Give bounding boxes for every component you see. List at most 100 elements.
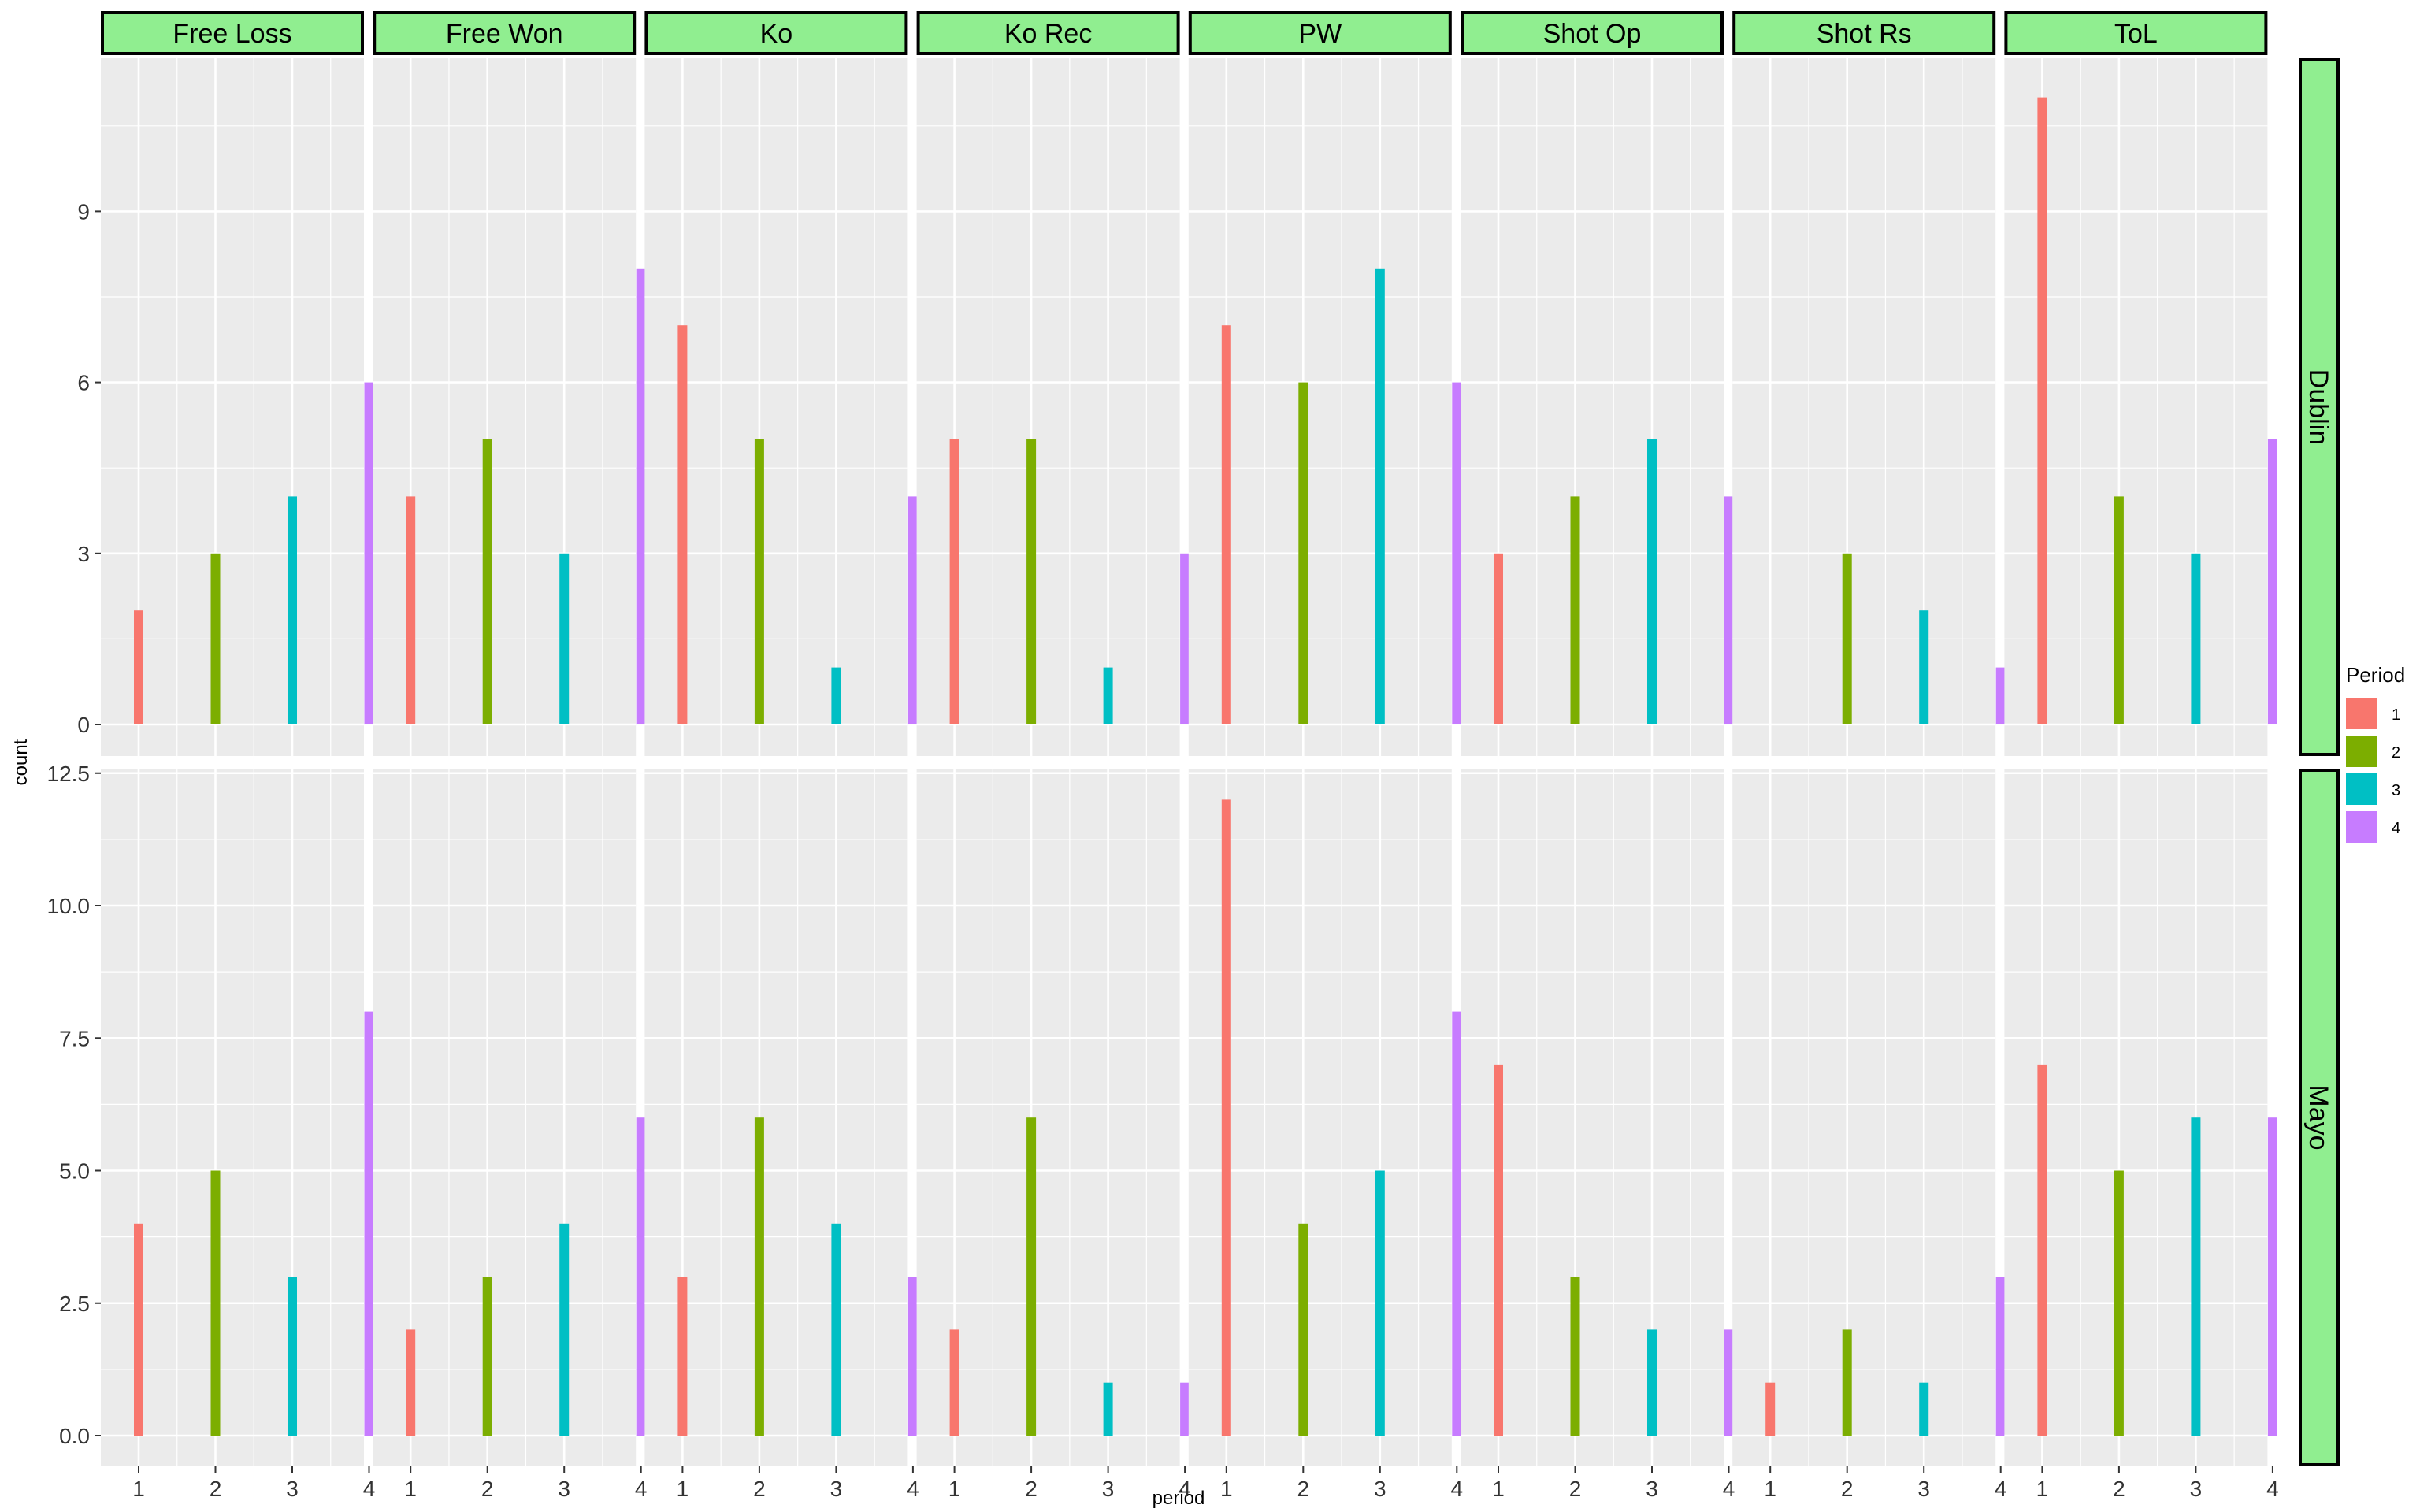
facet-strip-dublin xyxy=(2299,58,2340,756)
bar-dublin-tol-period-3 xyxy=(2191,553,2201,724)
bar-dublin-shot-op-period-2 xyxy=(1570,496,1580,724)
legend-label-3: 3 xyxy=(2392,782,2400,799)
panel-dublin-free-won xyxy=(373,58,637,756)
bar-dublin-tol-period-1 xyxy=(2037,97,2047,725)
panel-mayo-shot-rs xyxy=(1732,769,1996,1466)
bar-dublin-free-loss-period-4 xyxy=(364,382,374,724)
bar-dublin-free-won-period-4 xyxy=(636,268,646,724)
x-tick-label: 4 xyxy=(1995,1477,2007,1501)
x-tick-label: 1 xyxy=(677,1477,689,1501)
y-tick-label-mayo: 10.0 xyxy=(47,894,91,918)
bar-dublin-shot-op-period-1 xyxy=(1494,553,1503,724)
bar-dublin-free-loss-period-3 xyxy=(288,496,297,724)
bar-dublin-ko-rec-period-4 xyxy=(1180,553,1190,724)
panel-dublin-pw xyxy=(1188,58,1452,756)
y-tick-label-mayo: 0.0 xyxy=(59,1424,90,1448)
y-tick-label-dublin: 3 xyxy=(77,542,90,566)
bar-dublin-free-won-period-3 xyxy=(559,553,570,724)
y-tick-label-dublin: 9 xyxy=(77,199,90,224)
legend-key-2 xyxy=(2346,736,2377,767)
bar-mayo-free-loss-period-1 xyxy=(134,1223,143,1436)
y-tick-label-dublin: 6 xyxy=(77,371,90,395)
facet-strip-pw xyxy=(1188,11,1452,55)
bar-dublin-shot-rs-period-3 xyxy=(1919,610,1929,724)
facet-label-dublin: Dublin xyxy=(2303,369,2333,445)
x-tick-label: 2 xyxy=(2113,1477,2125,1501)
bar-dublin-pw-period-3 xyxy=(1375,268,1385,724)
legend-key-3 xyxy=(2346,773,2377,805)
bar-dublin-shot-op-period-4 xyxy=(1724,496,1734,724)
x-tick-label: 2 xyxy=(753,1477,766,1501)
x-axis-title: period xyxy=(1152,1488,1205,1509)
x-tick-label: 2 xyxy=(1841,1477,1854,1501)
legend-label-2: 2 xyxy=(2392,744,2400,762)
panel-dublin-tol xyxy=(2004,58,2268,756)
facet-strip-ko-rec xyxy=(916,11,1180,55)
panel-mayo-shot-op xyxy=(1461,769,1724,1466)
y-tick-label-mayo: 12.5 xyxy=(47,762,91,786)
bar-mayo-ko-period-3 xyxy=(831,1223,841,1436)
bar-mayo-ko-rec-period-3 xyxy=(1103,1382,1113,1436)
bar-dublin-shot-rs-period-2 xyxy=(1842,553,1852,724)
x-tick-label: 3 xyxy=(1102,1477,1115,1501)
facet-strip-tol xyxy=(2004,11,2268,55)
legend-label-4: 4 xyxy=(2392,820,2400,837)
bar-mayo-pw-period-4 xyxy=(1452,1011,1462,1436)
panel-dublin-shot-rs xyxy=(1732,58,1996,756)
bar-mayo-free-loss-period-3 xyxy=(288,1277,297,1436)
legend-title: Period xyxy=(2346,663,2405,687)
bar-dublin-ko-period-1 xyxy=(677,325,688,724)
bar-dublin-ko-rec-period-2 xyxy=(1026,439,1037,724)
bar-mayo-pw-period-1 xyxy=(1221,799,1231,1436)
bar-mayo-free-loss-period-4 xyxy=(364,1011,374,1436)
bar-mayo-tol-period-3 xyxy=(2191,1117,2201,1436)
bar-mayo-free-won-period-2 xyxy=(482,1277,492,1436)
bar-mayo-ko-period-2 xyxy=(754,1117,764,1436)
panel-dublin-shot-op xyxy=(1461,58,1724,756)
facet-strip-free-won xyxy=(373,11,637,55)
x-tick-label: 1 xyxy=(1220,1477,1233,1501)
bar-mayo-pw-period-3 xyxy=(1375,1170,1385,1436)
panel-mayo-free-won xyxy=(373,769,637,1466)
facet-label-shot-op: Shot Op xyxy=(1543,19,1642,49)
bar-mayo-tol-period-4 xyxy=(2267,1117,2277,1436)
bar-mayo-shot-op-period-3 xyxy=(1647,1329,1657,1436)
panel-dublin-ko-rec xyxy=(916,58,1180,756)
bar-mayo-shot-rs-period-4 xyxy=(1995,1277,2006,1436)
facet-strip-shot-op xyxy=(1461,11,1724,55)
x-tick-label: 3 xyxy=(286,1477,299,1501)
y-tick-label-mayo: 2.5 xyxy=(59,1292,90,1316)
bar-dublin-pw-period-1 xyxy=(1221,325,1231,724)
facet-label-ko-rec: Ko Rec xyxy=(1004,19,1093,49)
x-tick-label: 2 xyxy=(1025,1477,1037,1501)
legend-label-1: 1 xyxy=(2392,706,2400,724)
bar-mayo-free-won-period-3 xyxy=(559,1223,570,1436)
x-tick-label: 1 xyxy=(948,1477,961,1501)
bar-dublin-ko-period-3 xyxy=(831,667,841,724)
x-tick-label: 4 xyxy=(363,1477,376,1501)
bar-dublin-shot-rs-period-4 xyxy=(1995,667,2006,724)
x-tick-label: 1 xyxy=(1492,1477,1505,1501)
x-tick-label: 2 xyxy=(210,1477,222,1501)
x-tick-label: 3 xyxy=(1374,1477,1386,1501)
bar-dublin-pw-period-4 xyxy=(1452,382,1462,724)
bar-mayo-shot-op-period-4 xyxy=(1724,1329,1734,1436)
bar-mayo-ko-rec-period-1 xyxy=(949,1329,959,1436)
bar-dublin-free-loss-period-1 xyxy=(134,610,143,724)
x-tick-label: 2 xyxy=(1297,1477,1310,1501)
bar-mayo-ko-period-4 xyxy=(908,1277,918,1436)
bar-dublin-free-won-period-2 xyxy=(482,439,492,724)
bar-dublin-free-won-period-1 xyxy=(406,496,416,724)
bar-mayo-ko-rec-period-2 xyxy=(1026,1117,1037,1436)
facet-strip-free-loss xyxy=(101,11,364,55)
bar-mayo-shot-op-period-2 xyxy=(1570,1277,1580,1436)
legend-key-1 xyxy=(2346,698,2377,729)
bar-dublin-ko-period-2 xyxy=(754,439,764,724)
panel-mayo-pw xyxy=(1188,769,1452,1466)
bar-dublin-pw-period-2 xyxy=(1298,382,1308,724)
bar-dublin-free-loss-period-2 xyxy=(210,553,221,724)
bar-mayo-shot-rs-period-3 xyxy=(1919,1382,1929,1436)
x-tick-label: 4 xyxy=(1451,1477,1464,1501)
x-tick-label: 4 xyxy=(635,1477,648,1501)
x-tick-label: 1 xyxy=(132,1477,145,1501)
